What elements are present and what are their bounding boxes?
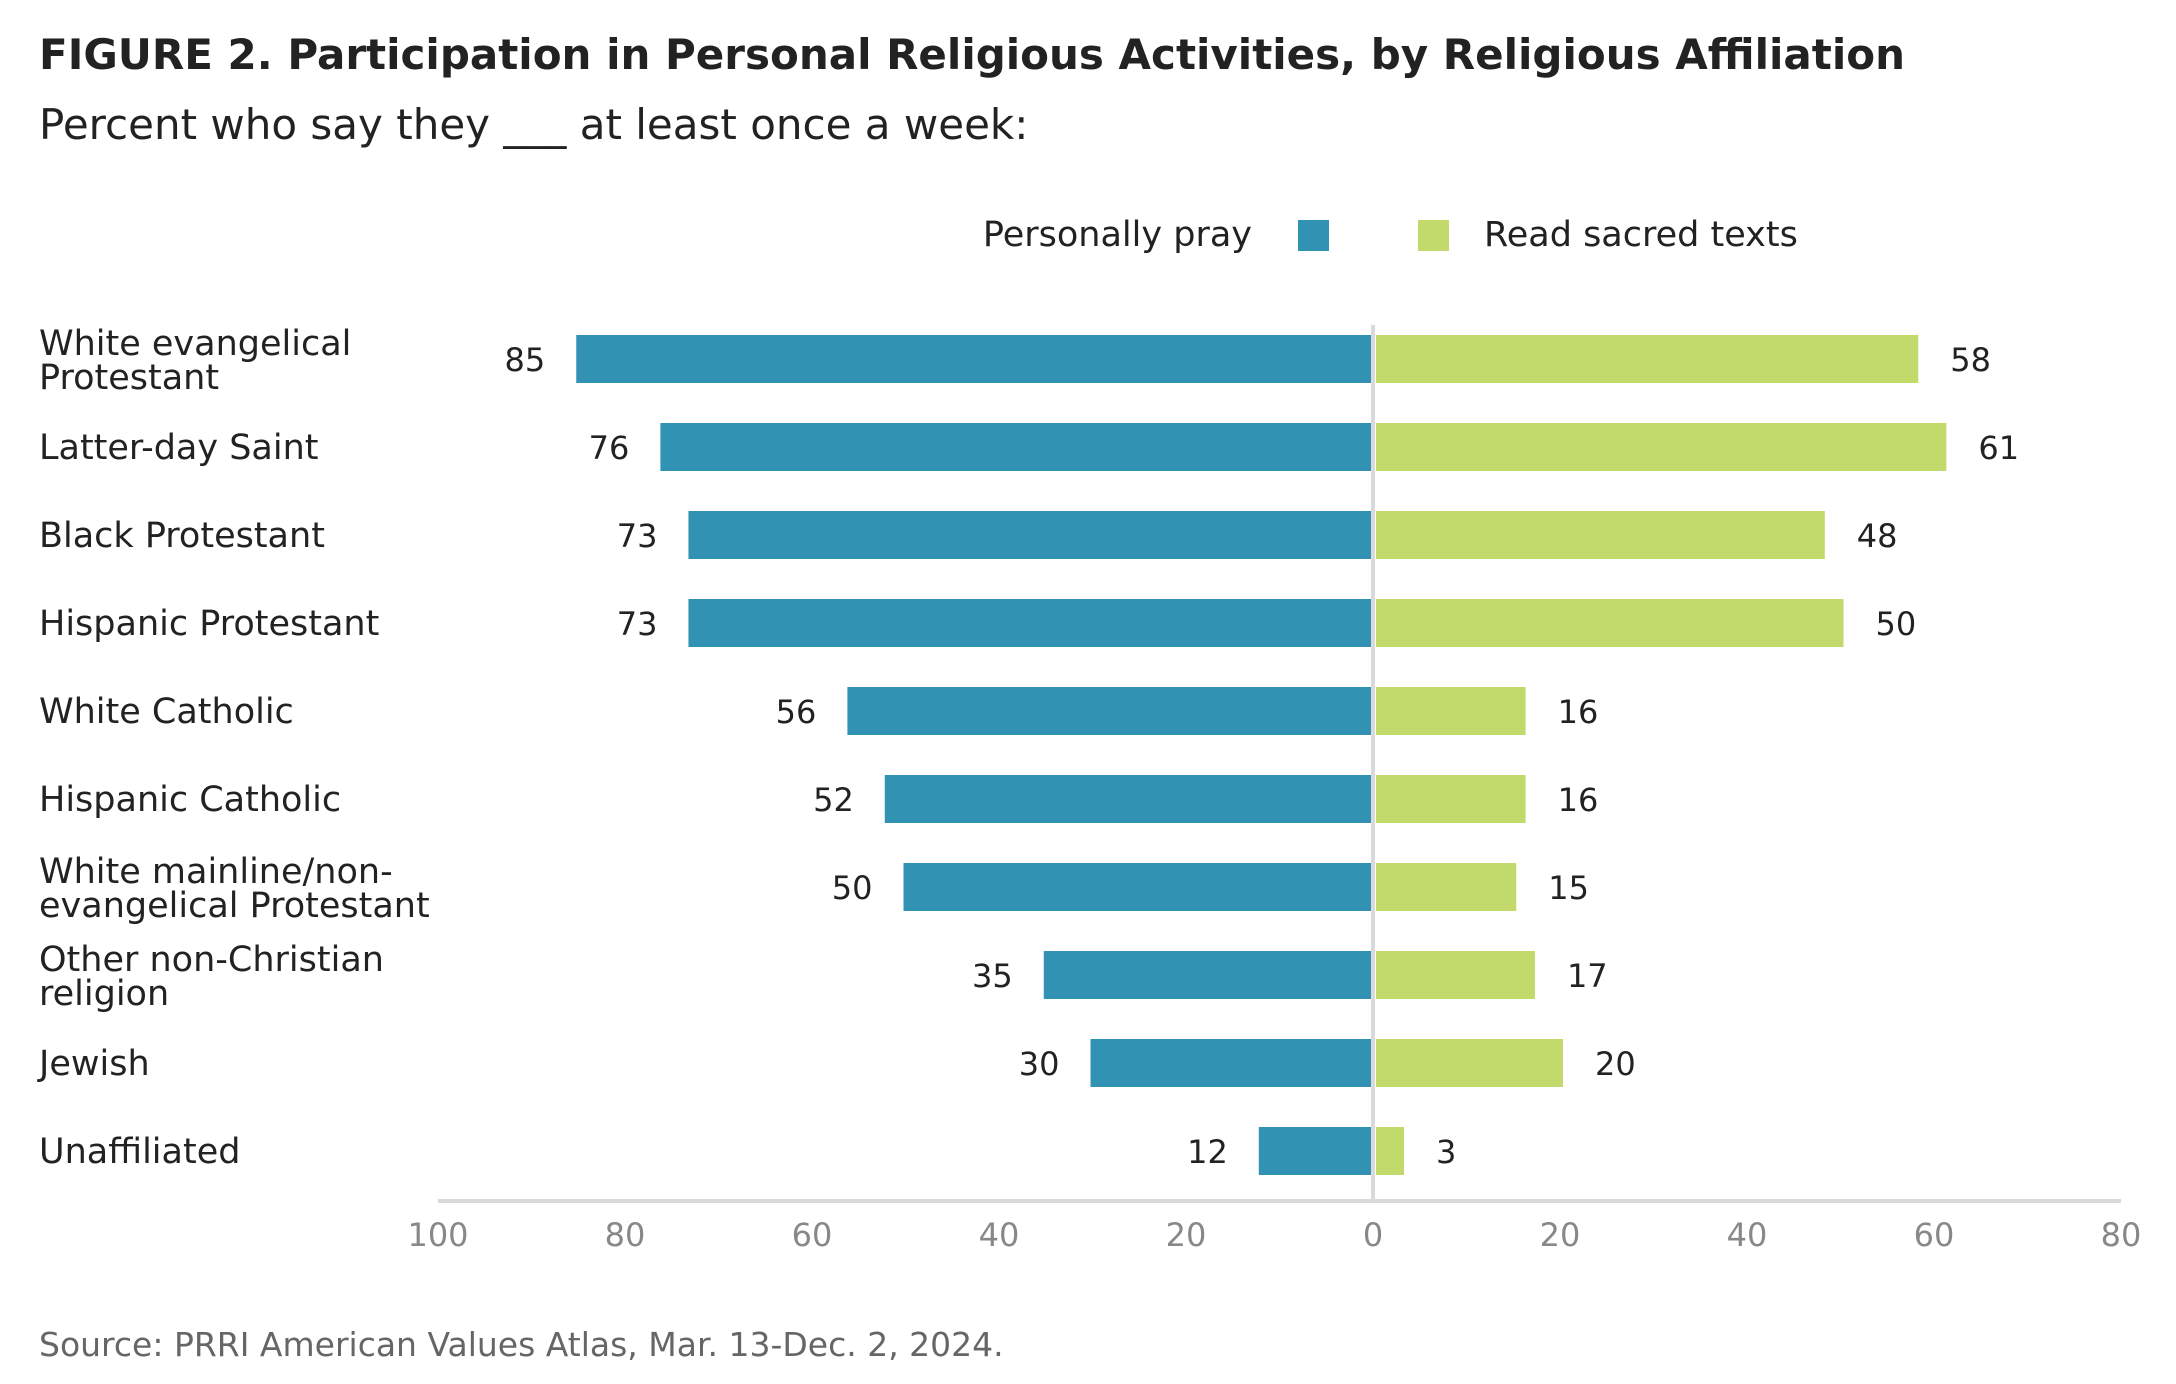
bar-read xyxy=(1376,511,1825,559)
category-label: Other non-Christian religion xyxy=(39,940,384,1014)
legend-swatch-read xyxy=(1418,220,1449,251)
data-label-pray: 73 xyxy=(617,605,658,643)
x-tick-label: 40 xyxy=(1727,1216,1768,1254)
data-label-read: 17 xyxy=(1567,957,1608,995)
category-label: White Catholic xyxy=(39,692,294,732)
category-label: Unaffiliated xyxy=(39,1132,240,1172)
bar-read xyxy=(1376,599,1844,647)
category-label: White evangelical Protestant xyxy=(39,324,351,398)
legend-label-read: Read sacred texts xyxy=(1484,215,1798,255)
category-label: Hispanic Catholic xyxy=(39,780,341,820)
category-label-line: Unaffiliated xyxy=(39,1132,240,1172)
data-label-pray: 12 xyxy=(1187,1133,1228,1171)
data-label-pray: 30 xyxy=(1019,1045,1060,1083)
chart-title: FIGURE 2. Participation in Personal Reli… xyxy=(39,30,1905,79)
legend-swatch-pray xyxy=(1298,220,1329,251)
x-tick-label: 80 xyxy=(605,1216,646,1254)
x-tick-label: 60 xyxy=(1914,1216,1955,1254)
data-label-pray: 73 xyxy=(617,517,658,555)
x-tick-label: 80 xyxy=(2101,1216,2142,1254)
category-label-line: White mainline/non- xyxy=(39,852,393,892)
bar-pray xyxy=(1090,1039,1371,1087)
x-tick-label: 40 xyxy=(979,1216,1020,1254)
x-tick-label: 20 xyxy=(1540,1216,1581,1254)
legend-label-pray: Personally pray xyxy=(983,215,1252,255)
x-tick-label: 20 xyxy=(1166,1216,1207,1254)
category-label-line: Black Protestant xyxy=(39,516,325,556)
data-label-read: 16 xyxy=(1558,781,1599,819)
x-tick-label: 60 xyxy=(792,1216,833,1254)
data-label-pray: 76 xyxy=(589,429,630,467)
data-label-read: 50 xyxy=(1876,605,1917,643)
bar-pray xyxy=(660,423,1371,471)
category-label-line: religion xyxy=(39,974,169,1014)
bar-read xyxy=(1376,687,1526,735)
data-label-pray: 56 xyxy=(776,693,817,731)
source-note: Source: PRRI American Values Atlas, Mar.… xyxy=(39,1325,1004,1364)
category-label-line: Hispanic Protestant xyxy=(39,604,379,644)
bar-read xyxy=(1376,1127,1405,1175)
category-label: White mainline/non-evangelical Protestan… xyxy=(39,852,430,926)
bar-pray xyxy=(688,599,1371,647)
bar-pray xyxy=(884,775,1371,823)
bar-pray xyxy=(688,511,1371,559)
category-label: Jewish xyxy=(37,1044,150,1084)
bar-read xyxy=(1376,423,1947,471)
data-label-read: 3 xyxy=(1436,1133,1456,1171)
bar-read xyxy=(1376,775,1526,823)
bar-read xyxy=(1376,863,1517,911)
data-label-pray: 85 xyxy=(505,341,546,379)
data-label-read: 20 xyxy=(1595,1045,1636,1083)
x-tick-label: 0 xyxy=(1363,1216,1383,1254)
category-label: Hispanic Protestant xyxy=(39,604,379,644)
category-label-line: Other non-Christian xyxy=(39,940,384,980)
bars-layer xyxy=(576,335,1947,1175)
chart-subtitle: Percent who say they ___ at least once a… xyxy=(39,100,1029,149)
bar-pray xyxy=(576,335,1371,383)
x-axis: 100 80 60 40 20 0 20 40 60 80 xyxy=(407,325,2141,1254)
data-label-pray: 35 xyxy=(972,957,1013,995)
data-label-read: 15 xyxy=(1548,869,1589,907)
data-label-pray: 52 xyxy=(813,781,854,819)
bar-pray xyxy=(903,863,1371,911)
bar-read xyxy=(1376,1039,1563,1087)
category-label-line: Hispanic Catholic xyxy=(39,780,341,820)
category-label-line: Protestant xyxy=(39,358,219,398)
labels-layer: White evangelical Protestant 85 58 Latter-da… xyxy=(37,324,2019,1172)
data-label-read: 48 xyxy=(1857,517,1898,555)
data-label-read: 61 xyxy=(1978,429,2019,467)
category-label-line: Latter-day Saint xyxy=(39,428,319,468)
x-tick-label: 100 xyxy=(407,1216,468,1254)
legend: Personally pray Read sacred texts xyxy=(983,215,1798,255)
category-label-line: White evangelical xyxy=(39,324,351,364)
data-label-pray: 50 xyxy=(832,869,873,907)
bar-read xyxy=(1376,335,1919,383)
category-label-line: Jewish xyxy=(37,1044,150,1084)
bar-read xyxy=(1376,951,1535,999)
bar-pray xyxy=(847,687,1371,735)
category-label-line: evangelical Protestant xyxy=(39,886,430,926)
category-label-line: White Catholic xyxy=(39,692,294,732)
bar-pray xyxy=(1043,951,1371,999)
bar-pray xyxy=(1258,1127,1371,1175)
category-label: Black Protestant xyxy=(39,516,325,556)
category-label: Latter-day Saint xyxy=(39,428,319,468)
data-label-read: 16 xyxy=(1558,693,1599,731)
data-label-read: 58 xyxy=(1950,341,1991,379)
